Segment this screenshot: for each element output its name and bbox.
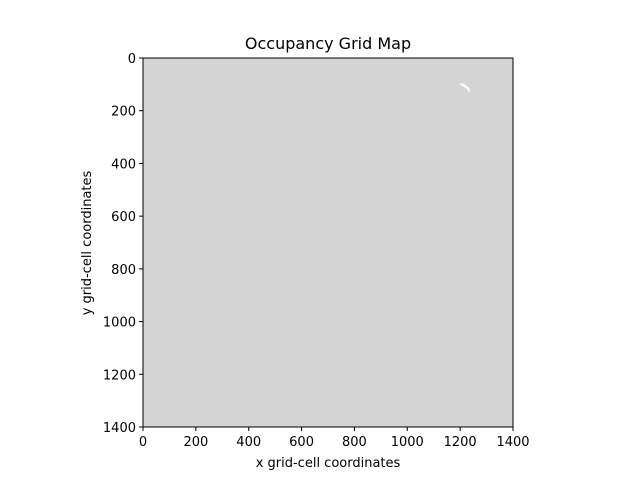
y-axis-label: y grid-cell coordinates	[80, 170, 95, 315]
x-tick-label: 800	[342, 435, 367, 450]
y-tick-label: 600	[111, 210, 136, 225]
x-tick-label: 1400	[496, 435, 529, 450]
x-tick-label: 1200	[444, 435, 477, 450]
y-tick-label: 1400	[103, 421, 136, 436]
x-tick-label: 1000	[391, 435, 424, 450]
y-tick-label: 1200	[103, 368, 136, 383]
x-tick-label: 400	[236, 435, 261, 450]
y-tick-label: 400	[111, 157, 136, 172]
y-tick-label: 0	[128, 52, 136, 67]
x-axis-ticks: 0 200 400 600 800 1000 1200 1400	[139, 427, 530, 450]
x-axis-label: x grid-cell coordinates	[256, 456, 401, 471]
free-space-region	[459, 83, 470, 93]
occupancy-grid-area	[143, 58, 513, 427]
chart-title: Occupancy Grid Map	[245, 34, 411, 53]
plot-frame	[142, 57, 514, 428]
y-tick-label: 200	[111, 105, 136, 120]
x-tick-label: 200	[183, 435, 208, 450]
y-axis-ticks: 0 200 400 600 800 1000 1200 1400	[103, 52, 143, 436]
y-tick-label: 1000	[103, 316, 136, 331]
x-tick-label: 0	[139, 435, 147, 450]
y-tick-label: 800	[111, 263, 136, 278]
x-tick-label: 600	[289, 435, 314, 450]
